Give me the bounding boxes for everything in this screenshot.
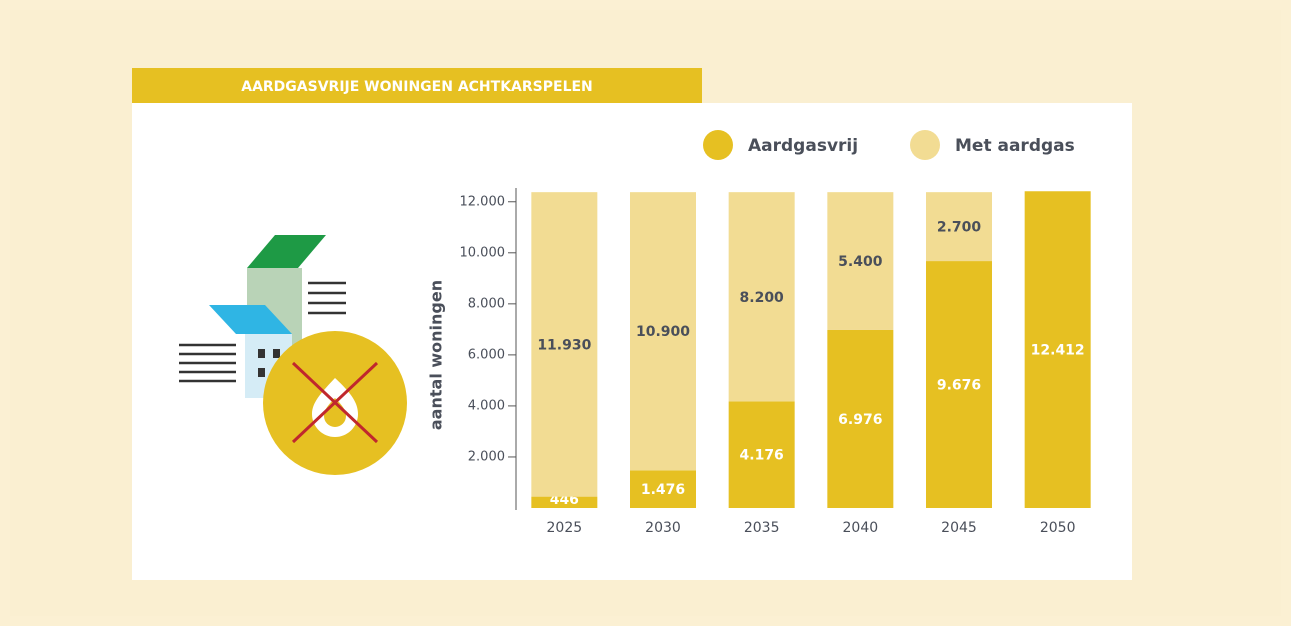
value-label: 6.976 <box>838 412 882 428</box>
x-tick-label: 2025 <box>547 520 583 536</box>
bar-segment <box>827 329 894 508</box>
bar-segment <box>1024 191 1091 508</box>
value-label: 4.176 <box>740 448 784 464</box>
legend-swatch <box>910 130 940 160</box>
bar-segment <box>728 192 795 402</box>
value-label: 8.200 <box>740 290 785 306</box>
legend-swatch <box>703 130 733 160</box>
value-label: 12.412 <box>1031 343 1085 359</box>
bar-segment <box>630 470 696 508</box>
value-label: 11.930 <box>537 337 591 353</box>
bar-segment <box>531 496 598 508</box>
bar-segment <box>827 192 894 330</box>
y-axis-title: aantal woningen <box>427 280 446 430</box>
bar-segment <box>630 192 696 471</box>
value-label: 2.700 <box>937 220 982 236</box>
y-tick-label: 2.000 <box>468 449 505 464</box>
bar-segment <box>728 401 795 508</box>
y-tick-label: 10.000 <box>460 245 506 260</box>
bar-segment <box>926 192 992 262</box>
x-tick-label: 2040 <box>843 520 879 536</box>
value-label: 9.676 <box>937 378 981 394</box>
y-tick-label: 8.000 <box>468 296 505 311</box>
chart-title: AARDGASVRIJE WONINGEN ACHTKARSPELEN <box>241 79 593 95</box>
title-bar <box>132 68 702 103</box>
value-label: 1.476 <box>641 482 685 498</box>
x-tick-label: 2045 <box>941 520 977 536</box>
value-label: 10.900 <box>636 324 690 340</box>
bar-segment <box>926 261 992 508</box>
x-tick-label: 2050 <box>1040 520 1076 536</box>
x-tick-label: 2035 <box>744 520 780 536</box>
x-tick-label: 2030 <box>645 520 681 536</box>
y-tick-label: 12.000 <box>460 194 506 209</box>
legend-label: Aardgasvrij <box>748 136 858 156</box>
y-tick-label: 4.000 <box>468 398 505 413</box>
y-tick-label: 6.000 <box>468 347 505 362</box>
icon <box>179 235 407 475</box>
bar-segment <box>531 192 598 497</box>
legend-label: Met aardgas <box>955 136 1075 156</box>
value-label: 5.400 <box>838 254 883 270</box>
